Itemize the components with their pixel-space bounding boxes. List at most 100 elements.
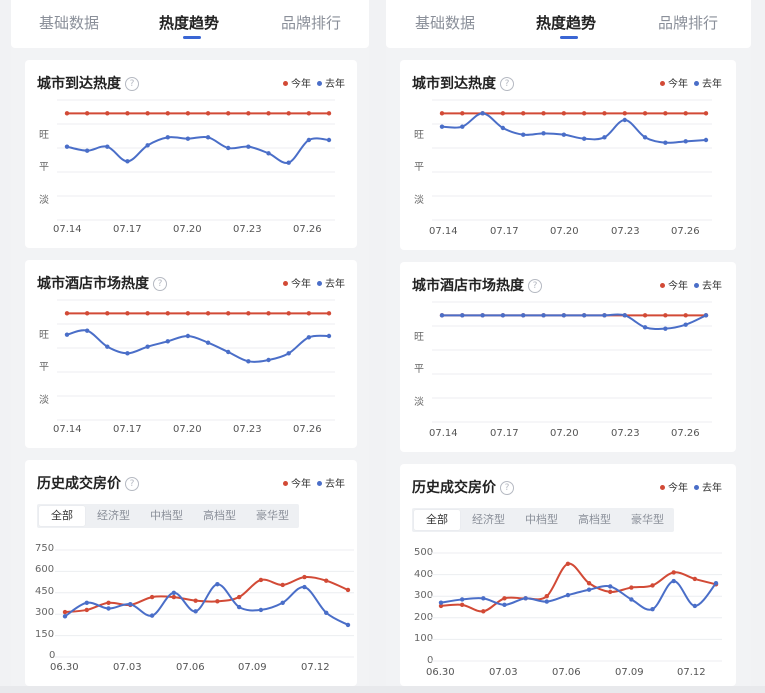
data-point-this-year[interactable] [185, 311, 191, 316]
data-point-last-year[interactable] [106, 606, 111, 611]
tab-brand-ranking[interactable]: 品牌排行 [281, 14, 342, 32]
data-point-this-year[interactable] [84, 111, 90, 116]
data-point-last-year[interactable] [683, 139, 688, 144]
tab-basic-data[interactable]: 基础数据 [39, 14, 100, 32]
data-point-last-year[interactable] [226, 349, 231, 355]
data-point-last-year[interactable] [703, 313, 709, 318]
data-point-this-year[interactable] [439, 111, 445, 116]
data-point-last-year[interactable] [145, 344, 150, 349]
data-point-last-year[interactable] [481, 596, 486, 601]
data-point-this-year[interactable] [125, 111, 130, 116]
room-type-all[interactable]: 全部 [414, 510, 460, 530]
room-type-luxury[interactable]: 豪华型 [631, 513, 664, 526]
data-point-last-year[interactable] [286, 160, 291, 165]
tab-brand-ranking[interactable]: 品牌排行 [658, 14, 719, 32]
help-icon[interactable]: ? [500, 77, 514, 91]
data-point-this-year[interactable] [544, 594, 549, 599]
data-point-this-year[interactable] [62, 609, 68, 615]
room-type-midscale[interactable]: 中档型 [525, 513, 558, 526]
data-point-last-year[interactable] [266, 151, 271, 156]
data-point-last-year[interactable] [500, 125, 506, 131]
tab-heat-trend[interactable]: 热度趋势 [159, 14, 220, 32]
data-point-this-year[interactable] [286, 311, 291, 316]
data-point-last-year[interactable] [128, 602, 133, 607]
data-point-this-year[interactable] [502, 596, 507, 601]
data-point-this-year[interactable] [266, 311, 271, 316]
data-point-last-year[interactable] [602, 313, 607, 318]
data-point-last-year[interactable] [286, 351, 291, 356]
data-point-last-year[interactable] [692, 603, 698, 609]
data-point-last-year[interactable] [663, 326, 668, 331]
data-point-last-year[interactable] [541, 313, 546, 318]
data-point-last-year[interactable] [459, 597, 465, 602]
data-point-last-year[interactable] [105, 144, 110, 149]
data-point-last-year[interactable] [500, 313, 506, 318]
data-point-last-year[interactable] [258, 607, 264, 613]
data-point-last-year[interactable] [480, 111, 485, 116]
data-point-this-year[interactable] [608, 589, 613, 595]
data-point-this-year[interactable] [642, 111, 648, 116]
data-point-last-year[interactable] [185, 136, 191, 141]
data-point-this-year[interactable] [105, 311, 110, 316]
data-point-this-year[interactable] [345, 587, 351, 593]
data-point-last-year[interactable] [438, 600, 444, 605]
data-point-this-year[interactable] [683, 313, 688, 318]
data-point-this-year[interactable] [106, 600, 111, 605]
data-point-this-year[interactable] [481, 609, 486, 614]
data-point-this-year[interactable] [193, 598, 198, 603]
data-point-this-year[interactable] [324, 578, 329, 583]
data-point-this-year[interactable] [185, 111, 191, 116]
data-point-this-year[interactable] [326, 311, 332, 316]
data-point-this-year[interactable] [105, 111, 110, 116]
data-point-this-year[interactable] [541, 111, 546, 116]
data-point-last-year[interactable] [565, 592, 571, 598]
data-point-last-year[interactable] [165, 135, 170, 140]
data-point-this-year[interactable] [286, 111, 291, 116]
data-point-last-year[interactable] [84, 148, 90, 153]
data-point-this-year[interactable] [703, 111, 709, 116]
data-point-last-year[interactable] [302, 584, 307, 590]
data-point-last-year[interactable] [236, 604, 242, 610]
data-point-this-year[interactable] [302, 574, 307, 580]
data-point-last-year[interactable] [345, 622, 351, 628]
data-point-this-year[interactable] [326, 111, 332, 116]
data-point-last-year[interactable] [193, 609, 198, 614]
data-point-last-year[interactable] [439, 313, 445, 318]
data-point-this-year[interactable] [205, 311, 211, 316]
data-point-this-year[interactable] [246, 111, 251, 116]
data-point-last-year[interactable] [650, 606, 655, 612]
room-type-all[interactable]: 全部 [39, 506, 85, 526]
data-point-last-year[interactable] [246, 359, 251, 364]
data-point-last-year[interactable] [439, 124, 445, 129]
data-point-last-year[interactable] [622, 117, 627, 123]
data-point-this-year[interactable] [165, 311, 170, 316]
data-point-last-year[interactable] [586, 587, 592, 592]
data-point-last-year[interactable] [326, 137, 332, 143]
data-point-last-year[interactable] [581, 136, 587, 141]
data-point-last-year[interactable] [642, 135, 648, 140]
data-point-last-year[interactable] [683, 322, 688, 327]
data-point-last-year[interactable] [642, 325, 648, 330]
help-icon[interactable]: ? [125, 77, 139, 91]
data-point-last-year[interactable] [165, 339, 170, 344]
data-point-last-year[interactable] [64, 332, 70, 337]
data-point-last-year[interactable] [205, 135, 211, 140]
data-point-last-year[interactable] [629, 597, 634, 602]
data-point-this-year[interactable] [629, 585, 634, 590]
data-point-last-year[interactable] [62, 614, 68, 619]
data-point-last-year[interactable] [523, 596, 528, 601]
data-point-this-year[interactable] [642, 313, 648, 318]
data-point-last-year[interactable] [602, 135, 607, 140]
data-point-this-year[interactable] [622, 111, 627, 116]
data-point-last-year[interactable] [125, 351, 130, 356]
data-point-this-year[interactable] [149, 594, 155, 600]
data-point-this-year[interactable] [64, 111, 70, 116]
data-point-last-year[interactable] [622, 313, 627, 318]
data-point-last-year[interactable] [561, 313, 567, 318]
data-point-this-year[interactable] [683, 111, 688, 116]
tab-heat-trend[interactable]: 热度趋势 [536, 14, 597, 32]
data-point-this-year[interactable] [266, 111, 271, 116]
data-point-this-year[interactable] [565, 561, 571, 566]
data-point-this-year[interactable] [84, 311, 90, 316]
data-point-this-year[interactable] [581, 111, 587, 116]
